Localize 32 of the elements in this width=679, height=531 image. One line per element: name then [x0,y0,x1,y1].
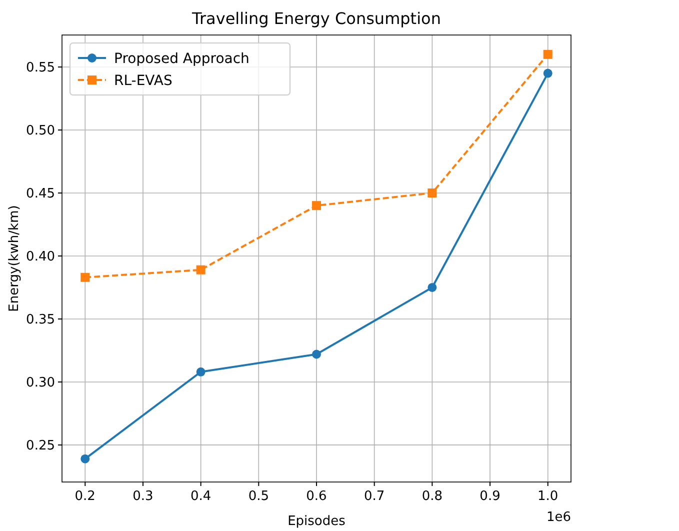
point [428,282,437,292]
point [312,350,321,359]
legend-label: Proposed Approach [114,50,250,67]
point [196,265,206,274]
x-tick-label: 0.9 [480,489,500,504]
x-tick-label: 0.4 [190,489,212,504]
point [428,188,437,198]
x-axis-title: Episodes [288,514,346,529]
point [80,454,90,464]
x-tick-label: 0.8 [422,489,443,504]
point [312,201,321,210]
y-tick-label: 0.55 [26,60,55,76]
y-tick-label: 0.35 [26,312,55,328]
x-tick-label: 1.0 [538,489,558,504]
y-tick-label: 0.50 [26,124,55,139]
point [543,68,552,78]
x-tick-label: 0.3 [132,489,154,504]
text: 1e6 [546,510,571,525]
y-tick-label: 0.30 [26,376,55,391]
y-axis-title: Energy(kwh/km) [7,205,22,312]
y-tick-label: 0.25 [26,438,55,454]
legend-label: RL-EVAS [114,72,172,89]
x-tick-label: 0.5 [248,489,270,504]
chart-title: Travelling Energy Consumption [191,9,441,28]
x-tick-label: 0.7 [364,489,385,504]
point [196,367,206,376]
y-tick-label: 0.40 [26,250,55,265]
x-tick-label: 0.6 [306,489,327,504]
x-tick-label: 0.2 [74,489,96,504]
point [543,50,552,59]
point [80,272,90,282]
y-tick-label: 0.45 [26,186,55,202]
